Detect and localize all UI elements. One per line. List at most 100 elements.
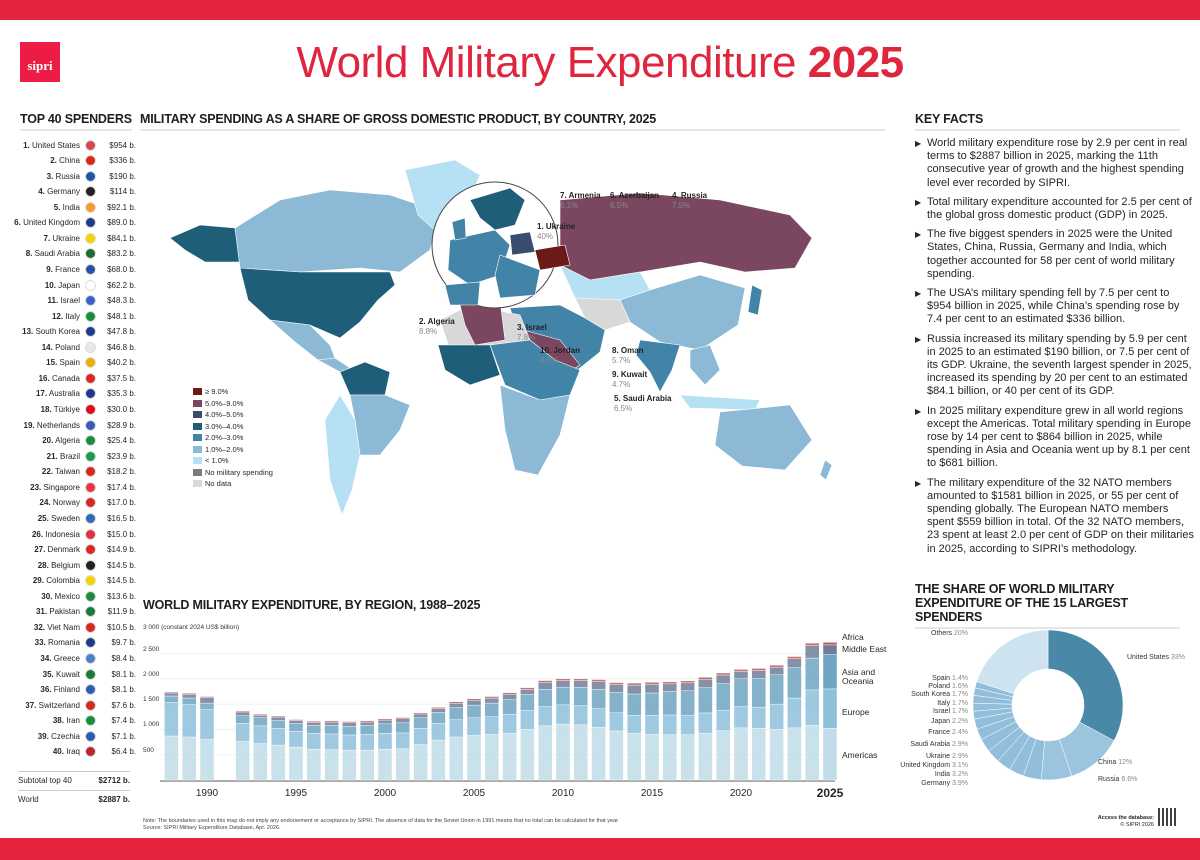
world-map xyxy=(169,159,833,516)
access-database[interactable]: Access the database: © SIPRI 2026 xyxy=(1080,815,1154,829)
spender-row: 39. Czechia $7.1 b. xyxy=(0,729,136,743)
spender-rank: 13. xyxy=(22,327,34,337)
bar-segment-africa xyxy=(609,682,624,685)
spender-row: 20. Algeria $25.4 b. xyxy=(0,434,136,448)
spender-country: Ukraine xyxy=(52,233,80,243)
spender-row: 12. Italy $48.1 b. xyxy=(0,309,136,323)
flag-icon xyxy=(85,186,96,198)
donut-label: Germany 3.9% xyxy=(921,780,968,788)
note-text: Note: The boundaries used in this map do… xyxy=(143,818,620,824)
spender-value: $16.5 b. xyxy=(107,513,136,523)
spender-row: 15. Spain $40.2 b. xyxy=(0,356,136,370)
spender-row: 11. Israel $48.3 b. xyxy=(0,294,136,308)
spender-row: 4. Germany $114 b. xyxy=(0,185,136,199)
bar-segment-africa xyxy=(395,717,410,719)
donut-label: Japan 2.2% xyxy=(931,718,968,726)
donut-label-name: Ukraine xyxy=(925,753,951,760)
map-label: 2. Algeria 8.8% xyxy=(419,317,455,336)
map-label-value: 6.5% xyxy=(614,403,633,413)
spender-row: 10. Japan $62.2 b. xyxy=(0,278,136,292)
spender-row: 3. Russia $190 b. xyxy=(0,169,136,183)
flag-icon xyxy=(85,170,96,182)
flag-icon xyxy=(85,746,96,758)
donut-label-name: Israel xyxy=(932,708,951,715)
flag-icon xyxy=(85,528,96,540)
bar-segment-africa xyxy=(787,656,802,660)
map-title: MILITARY SPENDING AS A SHARE OF GROSS DO… xyxy=(140,112,885,131)
flag-icon xyxy=(85,139,96,151)
spender-rank: 38. xyxy=(52,716,64,726)
flag-icon xyxy=(85,668,96,680)
map-label-value: 7.8% xyxy=(517,332,536,342)
spender-country: India xyxy=(62,202,80,212)
spender-value: $83.2 b. xyxy=(107,249,136,259)
spender-name: 26. Indonesia xyxy=(0,530,80,539)
bar-segment-africa xyxy=(627,682,642,686)
donut-label-name: Spain xyxy=(932,675,951,682)
y-tick-label: 2 500 xyxy=(143,645,160,653)
spender-row: 2. China $336 b. xyxy=(0,154,136,168)
bar-segment-africa xyxy=(360,720,375,723)
spender-country: Netherlands xyxy=(36,420,80,430)
spender-name: 9. France xyxy=(0,265,80,274)
donut-label-name: China xyxy=(1098,759,1117,766)
spender-country: Belgium xyxy=(51,560,80,570)
legend-label: 2.0%–3.0% xyxy=(205,433,244,443)
spender-value: $35.3 b. xyxy=(107,389,136,399)
spender-rank: 7. xyxy=(43,233,51,243)
donut-label-name: Poland xyxy=(928,683,951,690)
spender-value: $84.1 b. xyxy=(107,233,136,243)
sipri-logo[interactable]: sipri xyxy=(20,42,60,82)
map-label: 4. Russia 7.5% xyxy=(672,191,707,210)
flag-icon xyxy=(85,201,96,213)
donut-label-name: India xyxy=(934,771,951,778)
map-label-value: 6.5% xyxy=(610,200,629,210)
spender-rank: 24. xyxy=(39,498,51,508)
donut-label-pct: 1.7% xyxy=(952,700,968,707)
spender-rank: 19. xyxy=(23,420,35,430)
spender-country: Poland xyxy=(55,342,80,352)
y-axis-top: 3 000 (constant 2024 US$ billion) xyxy=(143,624,239,631)
spender-rank: 37. xyxy=(25,700,37,710)
spender-name: 23. Singapore xyxy=(0,483,80,492)
bar-segment-africa xyxy=(573,678,588,681)
spender-value: $92.1 b. xyxy=(107,202,136,212)
spender-rank: 16. xyxy=(38,373,50,383)
region-label: Americas xyxy=(842,750,878,760)
qr-code-icon[interactable] xyxy=(1158,808,1176,826)
spender-row: 13. South Korea $47.8 b. xyxy=(0,325,136,339)
spender-rank: 33. xyxy=(34,638,46,648)
spender-name: 8. Saudi Arabia xyxy=(0,249,80,258)
spender-name: 3. Russia xyxy=(0,172,80,181)
spender-row: 9. France $68.0 b. xyxy=(0,262,136,276)
spender-row: 17. Australia $35.3 b. xyxy=(0,387,136,401)
region-label: Europe xyxy=(842,707,870,717)
spender-rank: 8. xyxy=(25,249,33,259)
spender-row: 26. Indonesia $15.0 b. xyxy=(0,527,136,541)
donut-label-pct: 3.9% xyxy=(952,780,968,787)
spender-value: $89.0 b. xyxy=(107,218,136,228)
south-america-south xyxy=(324,394,361,516)
spender-name: 22. Taiwan xyxy=(0,467,80,476)
spender-name: 21. Brazil xyxy=(0,452,80,461)
spender-country: Iran xyxy=(66,716,80,726)
map-label-country: 1. Ukraine xyxy=(537,222,576,231)
key-fact: The USA’s military spending fell by 7.5 … xyxy=(915,287,1195,327)
china xyxy=(619,274,746,351)
spender-value: $7.1 b. xyxy=(111,731,136,741)
map-label: 6. Azerbaijan 6.5% xyxy=(610,191,659,210)
spender-row: 37. Switzerland $7.6 b. xyxy=(0,698,136,712)
spender-country: Sweden xyxy=(51,513,80,523)
spender-row: 1. United States $954 b. xyxy=(0,138,136,152)
spender-value: $190 b. xyxy=(109,171,136,181)
flag-icon xyxy=(85,684,96,696)
map-label-country: 9. Kuwait xyxy=(612,370,648,379)
map-label-value: 6.1% xyxy=(560,200,579,210)
map-label-country: 7. Armenia xyxy=(560,191,601,200)
map-label-value: 7.5% xyxy=(672,200,691,210)
spender-value: $14.5 b. xyxy=(107,560,136,570)
donut-label-pct: 2.9% xyxy=(952,753,968,760)
map-label: 7. Armenia 6.1% xyxy=(560,191,601,210)
flag-icon xyxy=(85,341,96,353)
bar-segment-africa xyxy=(288,719,304,721)
